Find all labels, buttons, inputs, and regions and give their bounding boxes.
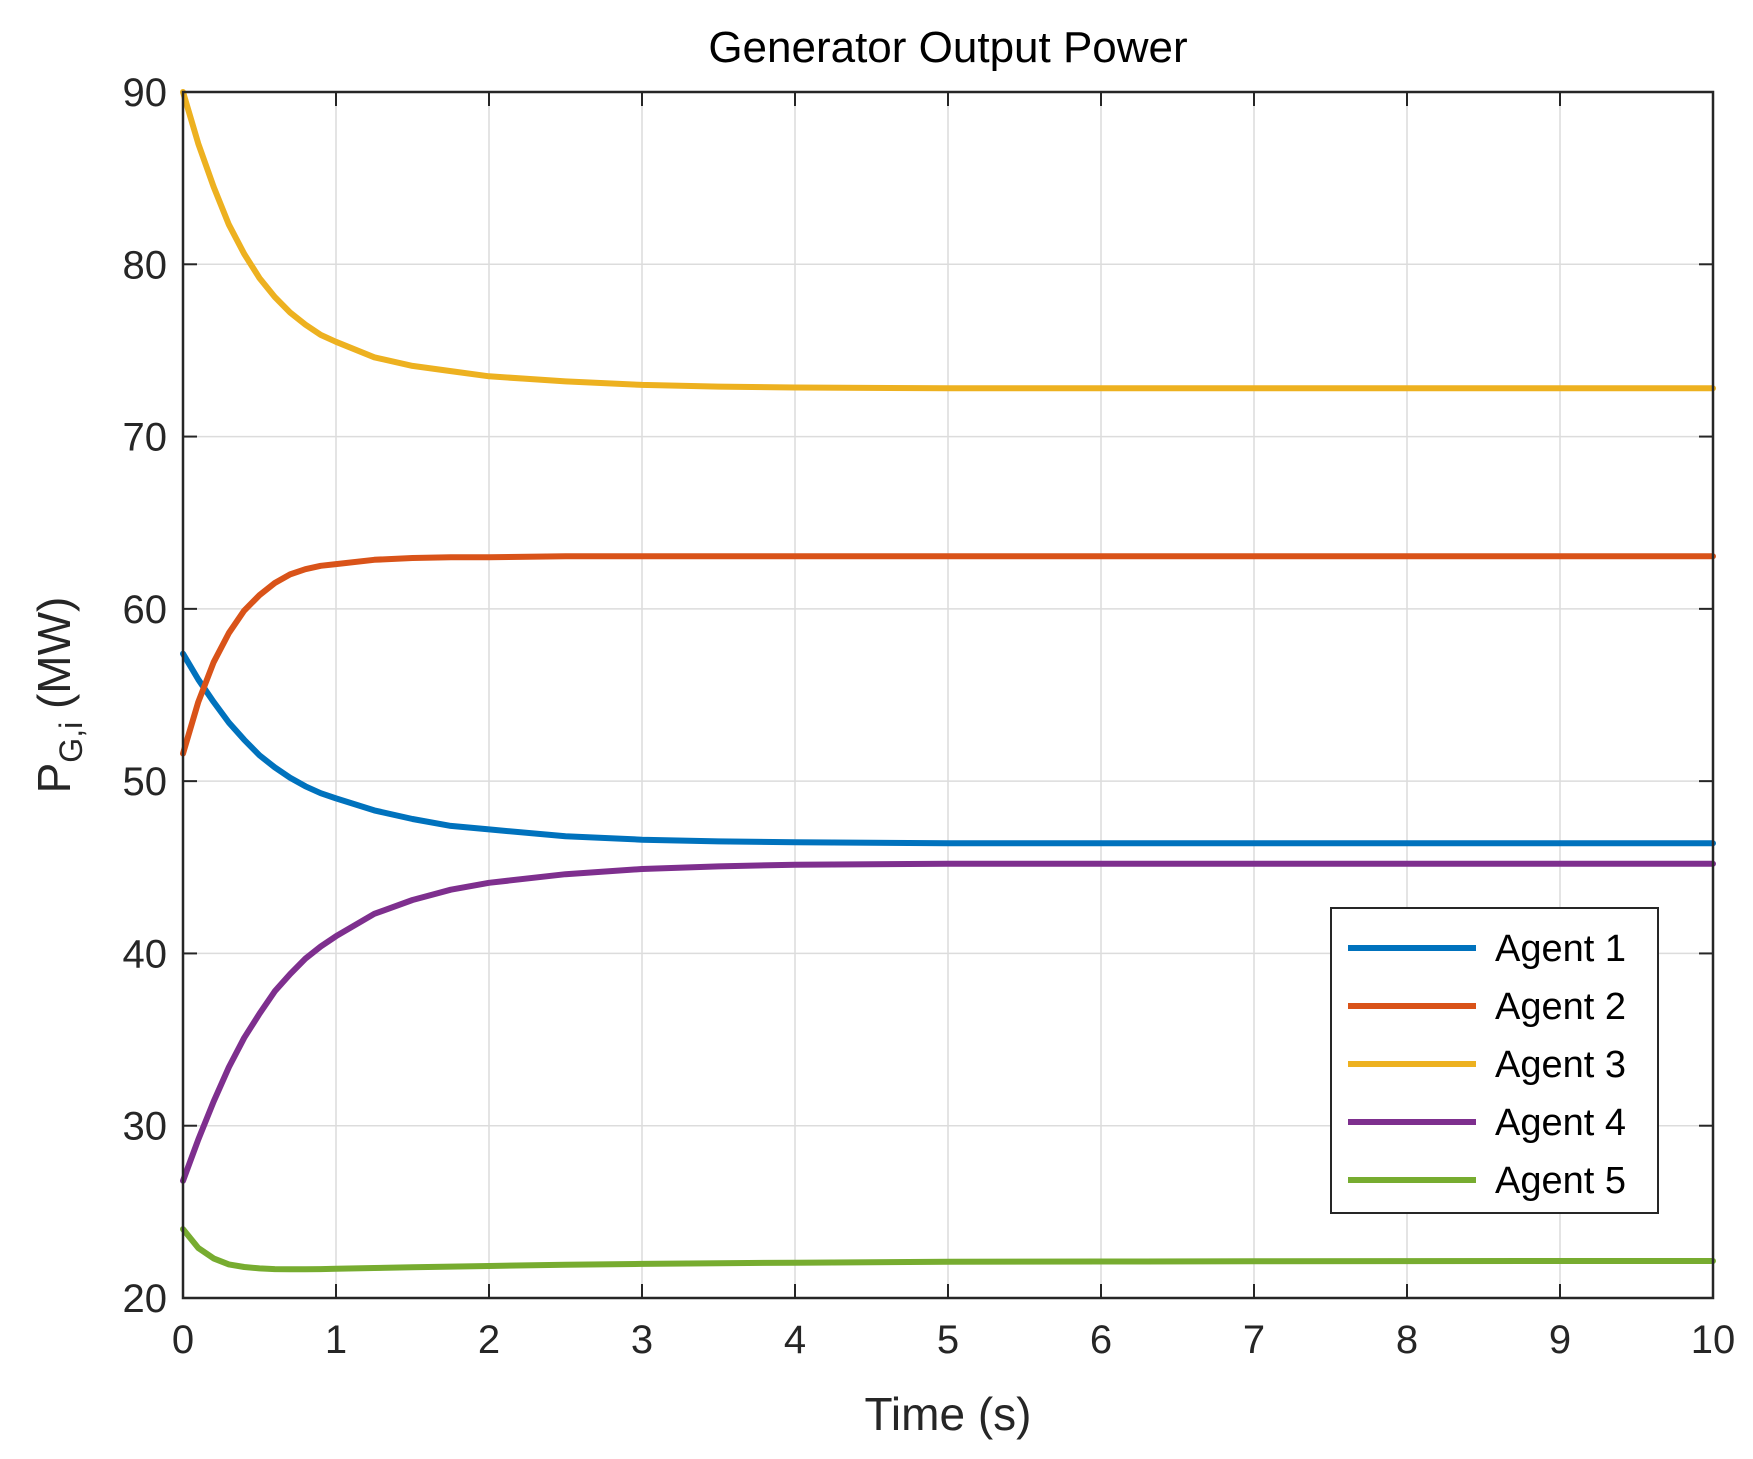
series-line-agent-2 bbox=[180, 553, 1716, 757]
legend-label-agent-2: Agent 2 bbox=[1495, 986, 1626, 1028]
x-tick-label: 10 bbox=[1691, 1318, 1736, 1362]
legend-label-agent-3: Agent 3 bbox=[1495, 1044, 1626, 1086]
x-tick-labels: 0 1 2 3 4 5 6 7 8 9 10 bbox=[172, 1318, 1735, 1362]
y-tick-label: 70 bbox=[123, 416, 168, 460]
series-line-agent-1 bbox=[180, 650, 1716, 847]
legend-box bbox=[1330, 907, 1659, 1214]
y-tick-label: 40 bbox=[123, 932, 168, 976]
y-tick-label: 80 bbox=[123, 243, 168, 287]
legend: Agent 1 Agent 2 Agent 3 Agent 4 Agent 5 bbox=[1330, 907, 1659, 1214]
series-line-agent-4 bbox=[180, 860, 1716, 1184]
legend-label-agent-5: Agent 5 bbox=[1495, 1160, 1626, 1202]
x-tick-label: 5 bbox=[937, 1318, 959, 1362]
x-tick-label: 0 bbox=[172, 1318, 194, 1362]
legend-label-agent-4: Agent 4 bbox=[1495, 1102, 1626, 1144]
x-tick-label: 8 bbox=[1396, 1318, 1418, 1362]
x-tick-label: 6 bbox=[1090, 1318, 1112, 1362]
y-axis-label-main: P bbox=[28, 763, 80, 794]
series-line-agent-5 bbox=[180, 1226, 1716, 1273]
x-tick-label: 7 bbox=[1243, 1318, 1265, 1362]
y-tick-label: 90 bbox=[123, 71, 168, 115]
y-tick-label: 20 bbox=[123, 1277, 168, 1321]
x-axis-label: Time (s) bbox=[865, 1388, 1032, 1440]
x-tick-label: 9 bbox=[1549, 1318, 1571, 1362]
y-axis-label-unit: (MW) bbox=[28, 597, 80, 722]
legend-label-agent-1: Agent 1 bbox=[1495, 928, 1626, 970]
chart-title: Generator Output Power bbox=[708, 23, 1187, 72]
y-axis-label: PG,i (MW) bbox=[28, 597, 89, 794]
y-tick-labels: 20 30 40 50 60 70 80 90 bbox=[123, 71, 168, 1321]
y-tick-label: 60 bbox=[123, 588, 168, 632]
x-tick-label: 3 bbox=[631, 1318, 653, 1362]
tick-marks bbox=[182, 91, 1714, 1299]
series-line-agent-3 bbox=[180, 89, 1716, 392]
x-tick-label: 4 bbox=[784, 1318, 806, 1362]
x-tick-label: 1 bbox=[325, 1318, 347, 1362]
series-lines bbox=[180, 89, 1716, 1273]
y-axis-label-sub: G,i bbox=[53, 722, 89, 763]
x-tick-label: 2 bbox=[478, 1318, 500, 1362]
y-tick-label: 50 bbox=[123, 760, 168, 804]
y-tick-label: 30 bbox=[123, 1105, 168, 1149]
